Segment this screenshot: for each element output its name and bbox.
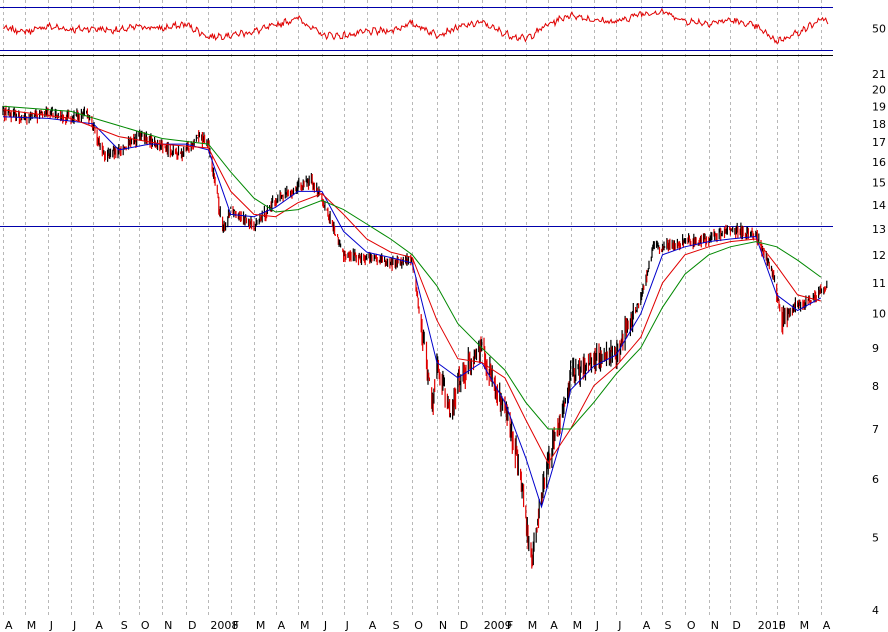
- price-tick-label: 14: [872, 199, 886, 212]
- price-tick-label: 18: [872, 118, 886, 131]
- price-tick-label: 13: [872, 223, 886, 236]
- price-tick-label: 6: [872, 473, 879, 486]
- x-tick-label: F: [507, 619, 513, 632]
- x-tick-label: J: [49, 619, 53, 632]
- x-tick-label: A: [550, 619, 558, 632]
- moving-average-lines: [2, 105, 822, 509]
- price-tick-label: 21: [872, 68, 886, 81]
- x-tick-label: S: [393, 619, 400, 632]
- x-tick-label: M: [800, 619, 810, 632]
- x-tick-label: M: [27, 619, 37, 632]
- x-tick-label: A: [95, 619, 103, 632]
- x-tick-label: A: [823, 619, 831, 632]
- x-tick-label: M: [256, 619, 266, 632]
- x-tick-label: J: [617, 619, 621, 632]
- x-tick-label: M: [528, 619, 538, 632]
- x-tick-label: D: [732, 619, 740, 632]
- price-tick-label: 17: [872, 136, 886, 149]
- price-tick-label: 11: [872, 277, 886, 290]
- x-tick-label: J: [323, 619, 327, 632]
- x-tick-label: M: [300, 619, 310, 632]
- x-tick-label: 2008: [210, 619, 238, 632]
- moving-average-line-3: [2, 105, 822, 430]
- x-tick-label: S: [121, 619, 128, 632]
- x-tick-label: A: [643, 619, 651, 632]
- x-tick-label: F: [779, 619, 785, 632]
- moving-average-line-1: [2, 116, 822, 509]
- x-tick-label: M: [573, 619, 583, 632]
- x-tick-label: D: [188, 619, 196, 632]
- x-tick-label: D: [460, 619, 468, 632]
- x-tick-label: A: [369, 619, 377, 632]
- price-tick-label: 10: [872, 308, 886, 321]
- price-tick-label: 5: [872, 532, 879, 545]
- oscillator-y-axis: 50: [872, 23, 886, 36]
- x-tick-label: O: [141, 619, 150, 632]
- vertical-gridlines: [3, 0, 822, 618]
- x-tick-label: N: [711, 619, 719, 632]
- x-tick-label: J: [595, 619, 599, 632]
- oscillator-line: [2, 7, 829, 45]
- x-tick-label: A: [5, 619, 13, 632]
- x-tick-label: J: [72, 619, 76, 632]
- x-tick-label: 2009: [484, 619, 512, 632]
- x-tick-label: F: [233, 619, 239, 632]
- x-tick-label: O: [414, 619, 423, 632]
- x-tick-label: N: [164, 619, 172, 632]
- oscillator-panel: [0, 7, 833, 56]
- price-tick-label: 12: [872, 249, 886, 262]
- x-tick-label: A: [278, 619, 286, 632]
- x-tick-label: N: [439, 619, 447, 632]
- price-tick-label: 19: [872, 100, 886, 113]
- x-tick-label: 2010: [758, 619, 786, 632]
- x-tick-label: J: [345, 619, 349, 632]
- price-tick-label: 7: [872, 423, 879, 436]
- price-tick-label: 16: [872, 156, 886, 169]
- price-tick-label: 15: [872, 177, 886, 190]
- price-tick-label: 8: [872, 380, 879, 393]
- oscillator-tick-label: 50: [872, 23, 886, 36]
- x-tick-label: O: [687, 619, 696, 632]
- x-tick-label: S: [665, 619, 672, 632]
- price-tick-label: 20: [872, 84, 886, 97]
- moving-average-line-2: [2, 109, 821, 464]
- price-tick-label: 9: [872, 342, 879, 355]
- price-y-axis: 4 5 6 7 8 9 10 11 12 13 14 15 16 17 18 19 20 21: [872, 68, 886, 617]
- price-tick-label: 4: [872, 604, 879, 617]
